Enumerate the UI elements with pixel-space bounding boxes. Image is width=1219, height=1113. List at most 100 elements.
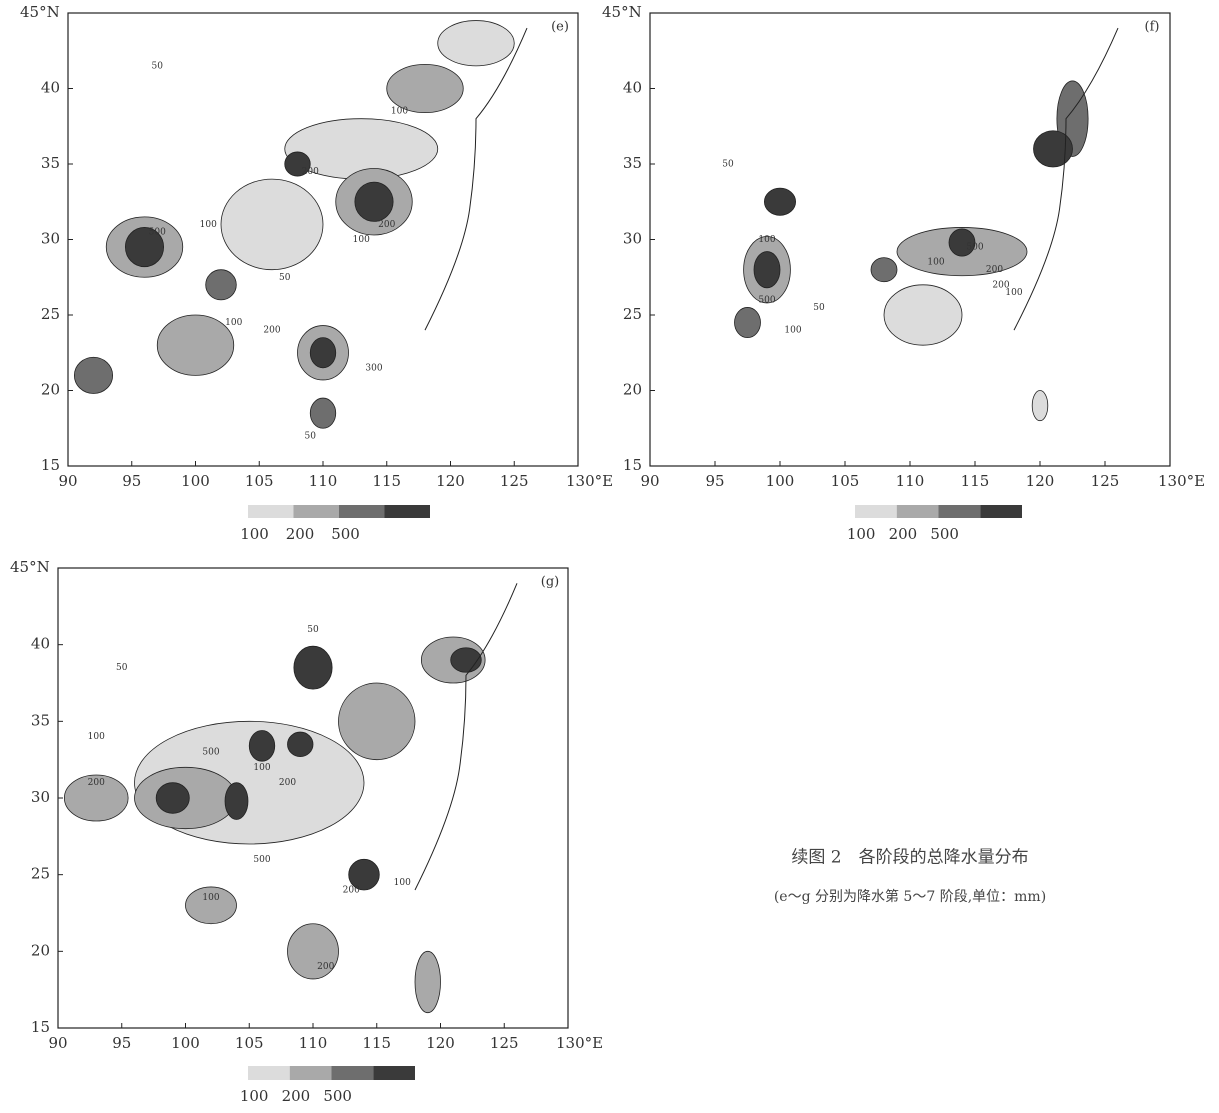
x-tick-label: 100 — [171, 1034, 200, 1052]
x-tick-label: 115 — [372, 472, 401, 490]
contour-label: 200 — [279, 778, 296, 788]
precip-area — [415, 951, 441, 1012]
y-tick-label: 30 — [31, 788, 50, 806]
precip-area — [310, 398, 336, 428]
precip-area — [438, 21, 515, 66]
y-tick-label: 20 — [623, 381, 642, 399]
contour-label: 100 — [1005, 288, 1022, 298]
legend-swatch — [373, 1066, 415, 1080]
contour-label: 100 — [202, 893, 219, 903]
contour-label: 100 — [253, 763, 270, 773]
precip-area — [355, 182, 393, 221]
x-tick-label: 120 — [426, 1034, 455, 1052]
x-tick-label: 105 — [245, 472, 274, 490]
y-tick-label: 15 — [31, 1018, 50, 1036]
contour-label: 100 — [88, 732, 105, 742]
figure: 续图 2 各阶段的总降水量分布 (e～g 分别为降水第 5～7 阶段,单位：mm… — [0, 0, 1219, 1109]
y-tick-label: 35 — [623, 154, 642, 172]
y-tick-label: 30 — [41, 230, 60, 248]
x-tick-label: 95 — [705, 472, 724, 490]
x-tick-label: 110 — [896, 472, 925, 490]
y-tick-label: 25 — [31, 865, 50, 883]
contour-label: 50 — [116, 663, 128, 673]
legend-swatch — [248, 505, 294, 518]
precip-area — [225, 783, 248, 820]
legend-label: 100 — [240, 1087, 269, 1105]
contour-label: 300 — [365, 363, 382, 373]
precip-area — [156, 783, 189, 814]
legend-swatch — [332, 1066, 374, 1080]
y-tick-label: 35 — [31, 711, 50, 729]
legend-swatch — [339, 505, 385, 518]
precip-area — [884, 285, 962, 345]
x-tick-label: 110 — [299, 1034, 328, 1052]
y-tick-label: 20 — [31, 941, 50, 959]
contour-label: 500 — [966, 243, 983, 253]
contour-label: 100 — [353, 235, 370, 245]
precip-area — [157, 315, 234, 375]
contour-label: 50 — [722, 160, 734, 170]
precip-area — [451, 648, 482, 673]
x-tick-label: 115 — [961, 472, 990, 490]
y-tick-label: 25 — [41, 305, 60, 323]
x-tick-label: 120 — [436, 472, 465, 490]
panel-label: (f) — [1145, 20, 1160, 35]
y-tick-label: 20 — [41, 381, 60, 399]
x-tick-label: 130°E — [566, 472, 613, 490]
y-tick-label: 25 — [623, 305, 642, 323]
legend-label: 100 — [847, 525, 876, 543]
contour-label: 50 — [307, 625, 319, 635]
legend-swatch — [980, 505, 1022, 518]
x-tick-label: 110 — [309, 472, 338, 490]
precip-area — [310, 338, 336, 368]
precip-area — [206, 270, 237, 300]
y-tick-label: 35 — [41, 154, 60, 172]
precip-area — [871, 258, 897, 282]
contour-label: 200 — [88, 778, 105, 788]
x-tick-label: 90 — [58, 472, 77, 490]
contour-label: 500 — [202, 748, 219, 758]
contour-label: 100 — [225, 318, 242, 328]
contour-label: 200 — [302, 167, 319, 177]
contour-label: 50 — [813, 303, 825, 313]
legend-swatch — [248, 1066, 290, 1080]
precip-area — [387, 64, 464, 112]
y-tick-label: 45°N — [10, 558, 50, 576]
legend-label: 200 — [889, 525, 918, 543]
x-tick-label: 90 — [640, 472, 659, 490]
panel-label: (e) — [551, 20, 569, 35]
contour-label: 50 — [279, 273, 291, 283]
x-tick-label: 125 — [490, 1034, 519, 1052]
legend-label: 100 — [240, 525, 269, 543]
legend-swatch — [897, 505, 939, 518]
contour-label: 100 — [391, 107, 408, 117]
caption-note: (e～g 分别为降水第 5～7 阶段,单位：mm) — [774, 888, 1046, 905]
contour-label: 500 — [149, 227, 166, 237]
x-tick-label: 130°E — [1158, 472, 1205, 490]
x-tick-label: 100 — [181, 472, 210, 490]
y-tick-label: 40 — [623, 79, 642, 97]
precip-area — [764, 188, 795, 215]
contour-label: 500 — [253, 855, 270, 865]
y-tick-label: 15 — [41, 456, 60, 474]
x-tick-label: 125 — [500, 472, 529, 490]
x-tick-label: 115 — [362, 1034, 391, 1052]
contour-label: 50 — [152, 61, 164, 71]
y-tick-label: 15 — [623, 456, 642, 474]
precip-area — [288, 732, 314, 757]
background — [0, 0, 1219, 1109]
legend-swatch — [290, 1066, 332, 1080]
legend-swatch — [855, 505, 897, 518]
legend-label: 200 — [286, 525, 315, 543]
legend-swatch — [939, 505, 981, 518]
caption-title: 续图 2 各阶段的总降水量分布 — [791, 848, 1028, 868]
legend-label: 200 — [282, 1087, 311, 1105]
legend-label: 500 — [930, 525, 959, 543]
x-tick-label: 105 — [235, 1034, 264, 1052]
panel-label: (g) — [541, 575, 559, 590]
contour-label: 100 — [927, 258, 944, 268]
legend-label: 500 — [331, 525, 360, 543]
x-tick-label: 100 — [766, 472, 795, 490]
contour-label: 100 — [784, 326, 801, 336]
y-tick-label: 40 — [31, 635, 50, 653]
